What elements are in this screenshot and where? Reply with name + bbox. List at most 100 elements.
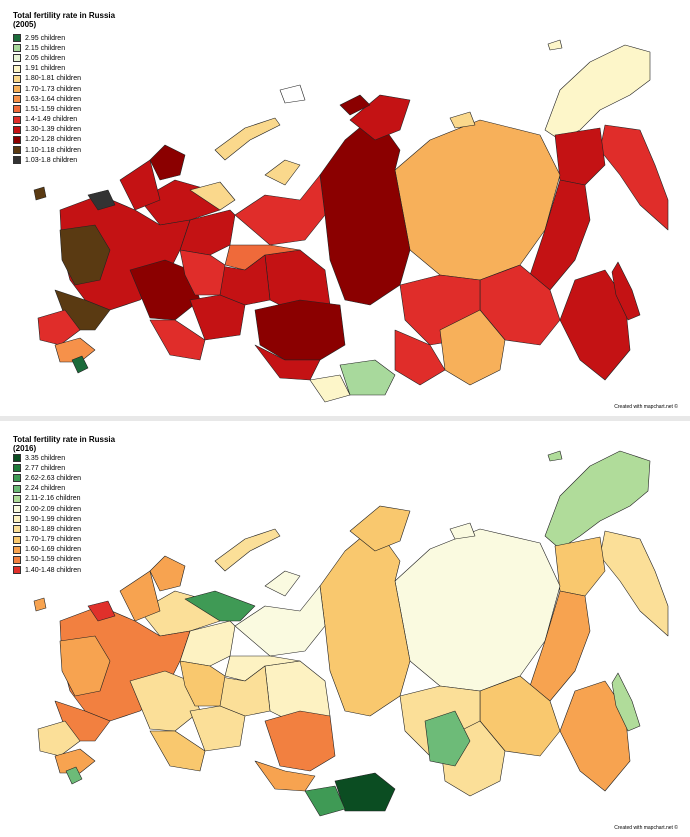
map-title: Total fertility rate in Russia (2016)	[13, 435, 115, 453]
legend-label: 2.62-2.63 children	[25, 474, 82, 482]
legend-item: 1.80-1.81 children	[13, 74, 81, 84]
legend-swatch	[13, 95, 21, 104]
region-sakhalin	[611, 672, 641, 732]
map-title-line1: Total fertility rate in Russia	[13, 11, 116, 20]
russia-map-2016	[33, 450, 669, 817]
legend-item: 2.15 children	[13, 43, 81, 53]
map-legend: 2.95 children 2.15 children 2.05 childre…	[13, 33, 81, 165]
map-panel-2016: Total fertility rate in Russia (2016) 3.…	[0, 421, 690, 837]
legend-item: 2.24 children	[13, 484, 81, 494]
region-kaliningrad	[33, 186, 47, 201]
legend-label: 2.15 children	[25, 44, 66, 52]
island-archipelago	[279, 84, 306, 104]
map-title-line1: Total fertility rate in Russia	[13, 435, 116, 444]
region-bashkortostan	[189, 705, 246, 752]
legend-item: 1.10-1.18 children	[13, 145, 81, 155]
legend-swatch	[13, 34, 21, 43]
map-panel-2005: Total fertility rate in Russia (2005) 2.…	[0, 0, 690, 416]
legend-label: 2.95 children	[25, 34, 66, 42]
region-sakhalin	[611, 261, 641, 321]
legend-item: 2.62-2.63 children	[13, 473, 81, 483]
region-orenburg	[149, 730, 206, 772]
island-wrangel	[547, 39, 563, 51]
legend-swatch	[13, 74, 21, 83]
region-tyva	[334, 772, 396, 812]
legend-swatch	[13, 545, 21, 554]
legend-label: 1.03-1.8 children	[25, 156, 78, 164]
legend-swatch	[13, 156, 21, 165]
region-pskov	[87, 600, 116, 622]
legend-swatch	[13, 484, 21, 493]
legend-swatch	[13, 515, 21, 524]
legend-swatch	[13, 505, 21, 514]
region-kemerovo	[254, 299, 346, 361]
island-ne	[449, 522, 476, 540]
island-yamal-peninsula	[264, 159, 301, 186]
region-altai-krai	[254, 344, 321, 381]
region-buryatia	[424, 710, 471, 767]
legend-item: 1.80-1.89 children	[13, 524, 81, 534]
legend-item: 2.95 children	[13, 33, 81, 43]
region-moscow-belt	[59, 635, 111, 697]
region-tyva	[339, 359, 396, 396]
legend-label: 2.24 children	[25, 485, 66, 493]
legend-swatch	[13, 494, 21, 503]
region-dagestan	[65, 766, 83, 785]
legend-item: 1.03-1.8 children	[13, 155, 81, 165]
legend-label: 1.50-1.59 children	[25, 556, 82, 564]
legend-item: 1.70-1.73 children	[13, 84, 81, 94]
region-murmansk	[149, 555, 186, 592]
legend-swatch	[13, 454, 21, 463]
legend-item: 1.4-1.49 children	[13, 115, 81, 125]
legend-item: 2.11-2.16 children	[13, 494, 81, 504]
region-chukotka	[544, 44, 651, 141]
region-dagestan	[71, 355, 89, 374]
legend-item: 1.90-1.99 children	[13, 514, 81, 524]
region-karelia	[119, 570, 161, 622]
legend-label: 2.00-2.09 children	[25, 505, 82, 513]
map-title: Total fertility rate in Russia (2005)	[13, 11, 115, 29]
legend-item: 1.50-1.59 children	[13, 555, 81, 565]
russia-map-2005	[33, 39, 669, 403]
legend-swatch	[13, 525, 21, 534]
island-ne	[449, 111, 476, 129]
region-karelia	[119, 159, 161, 211]
legend-label: 2.05 children	[25, 54, 66, 62]
legend-item: 1.63-1.64 children	[13, 94, 81, 104]
legend-item: 1.70-1.79 children	[13, 535, 81, 545]
legend-label: 2.77 children	[25, 464, 66, 472]
region-orenburg	[149, 319, 206, 361]
map-legend: 3.35 children 2.77 children 2.62-2.63 ch…	[13, 453, 81, 575]
region-murmansk	[149, 144, 186, 181]
legend-item: 1.20-1.28 children	[13, 135, 81, 145]
legend-label: 1.91 children	[25, 65, 66, 73]
panel-divider	[0, 416, 690, 421]
region-rostov	[37, 720, 81, 757]
legend-item: 1.51-1.59 children	[13, 104, 81, 114]
legend-swatch	[13, 64, 21, 73]
legend-label: 1.70-1.79 children	[25, 536, 82, 544]
legend-swatch	[13, 146, 21, 155]
region-moscow-belt	[59, 224, 111, 286]
region-altai-krai	[254, 760, 316, 792]
legend-item: 1.40-1.48 children	[13, 565, 81, 575]
region-nenets	[184, 590, 256, 622]
region-krasnoyarsk	[319, 525, 411, 717]
region-pskov	[87, 189, 116, 211]
legend-label: 1.90-1.99 children	[25, 515, 82, 523]
island-yamal-peninsula	[264, 570, 301, 597]
legend-item: 2.00-2.09 children	[13, 504, 81, 514]
legend-swatch	[13, 125, 21, 134]
region-taymyr	[349, 94, 411, 141]
legend-label: 1.51-1.59 children	[25, 105, 82, 113]
region-chukotka	[544, 450, 651, 550]
legend-label: 1.60-1.69 children	[25, 546, 82, 554]
region-primorye	[559, 680, 631, 792]
legend-item: 1.60-1.69 children	[13, 545, 81, 555]
region-sakha	[394, 528, 561, 692]
legend-item: 1.30-1.39 children	[13, 125, 81, 135]
region-buryatia	[394, 329, 446, 386]
legend-label: 1.4-1.49 children	[25, 116, 78, 124]
region-nenets	[189, 181, 236, 211]
legend-label: 1.80-1.81 children	[25, 75, 82, 83]
